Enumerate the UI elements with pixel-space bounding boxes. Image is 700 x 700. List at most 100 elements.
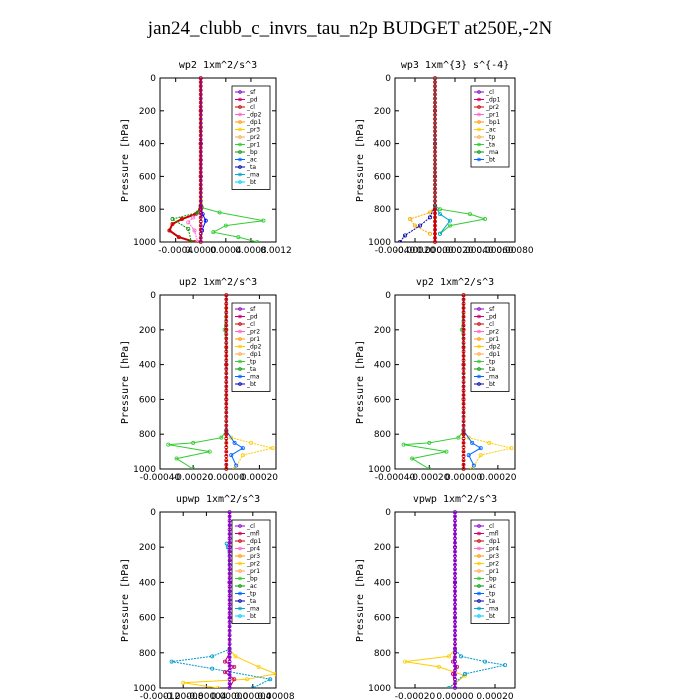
data-point [207, 449, 212, 454]
legend-label: _dp1 [485, 538, 501, 545]
legend-label: _tp [246, 359, 256, 366]
legend-marker [238, 150, 242, 154]
data-point [502, 663, 507, 668]
data-point [179, 217, 184, 222]
legend-box [231, 519, 271, 624]
zero-marker [433, 108, 437, 113]
data-point [410, 456, 415, 461]
y-tick-label: 600 [374, 614, 391, 624]
zero-marker [433, 76, 437, 80]
zero-marker [198, 108, 203, 113]
zero-marker [224, 436, 229, 441]
x-tick-label: 0.0004 [210, 246, 242, 256]
data-point [222, 659, 227, 664]
zero-marker [433, 178, 437, 183]
data-point [191, 215, 196, 220]
legend-label: _bt [246, 613, 257, 620]
zero-marker [433, 231, 437, 236]
legend-label: _dp1 [246, 119, 262, 126]
zero-marker [227, 589, 232, 594]
y-tick-label: 200 [139, 326, 156, 336]
zero-marker [227, 518, 232, 523]
y-axis-label: Pressure [hPa] [355, 558, 366, 642]
legend-marker [238, 97, 242, 102]
legend-marker [238, 142, 242, 147]
zero-marker [433, 96, 437, 101]
y-tick-label: 800 [139, 430, 156, 440]
legend-marker [477, 546, 481, 551]
zero-marker [433, 174, 437, 179]
data-point [412, 223, 417, 228]
zero-marker [198, 125, 203, 130]
legend-label: _mfl [246, 531, 260, 538]
legend-label: _pr1 [485, 336, 499, 343]
zero-marker [227, 540, 232, 545]
legend-marker [238, 314, 242, 319]
zero-marker [227, 659, 232, 664]
legend-label: _ta [485, 366, 495, 373]
zero-marker [433, 141, 437, 146]
data-point [240, 453, 245, 458]
zero-marker [433, 199, 437, 203]
y-tick-label: 600 [139, 172, 156, 182]
data-point [402, 233, 407, 238]
zero-marker [433, 240, 437, 244]
zero-marker [453, 545, 457, 550]
zero-marker [433, 235, 437, 240]
zero-marker [198, 166, 203, 171]
data-point [470, 467, 475, 469]
y-tick-label: 600 [139, 395, 156, 405]
legend-marker [477, 599, 481, 603]
zero-marker [198, 133, 203, 138]
zero-marker [433, 80, 437, 84]
legend-label: _pr1 [246, 142, 260, 149]
zero-marker [453, 646, 457, 651]
zero-marker [227, 642, 232, 646]
data-point [261, 218, 266, 223]
data-point [436, 664, 441, 669]
zero-marker [224, 358, 229, 363]
zero-marker [224, 445, 229, 450]
y-tick-label: 1000 [368, 684, 391, 694]
zero-marker [198, 170, 203, 175]
legend-marker [477, 322, 481, 326]
zero-marker [453, 576, 457, 580]
data-point [216, 686, 220, 688]
zero-marker [433, 223, 437, 228]
legend-label: _bt [246, 179, 257, 186]
zero-marker [433, 121, 437, 125]
legend-marker [477, 576, 481, 581]
zero-marker [433, 219, 437, 224]
zero-marker [198, 162, 203, 167]
zero-marker [198, 137, 203, 142]
legend-label: _tp [485, 591, 495, 598]
data-point [229, 453, 234, 458]
x-tick-label: 0.00020 [241, 473, 278, 483]
legend-label: _dp2 [485, 344, 501, 351]
zero-line-markers [224, 293, 229, 471]
legend-label: _ta [485, 142, 495, 149]
legend-label: _bp [485, 576, 497, 583]
zero-marker [433, 133, 437, 138]
y-tick-label: 800 [374, 430, 391, 440]
x-tick-label: -0.00020 [409, 473, 450, 483]
zero-marker [198, 153, 203, 158]
zero-marker [224, 384, 229, 389]
y-tick-label: 0 [150, 74, 156, 84]
zero-marker [224, 462, 229, 467]
zero-marker [453, 606, 457, 611]
x-tick-label: -0.00020 [395, 246, 436, 256]
x-tick-label: 0.00060 [476, 246, 513, 256]
legend-label: _dp1 [485, 97, 501, 104]
legend-marker [477, 105, 481, 109]
zero-marker [453, 562, 457, 567]
zero-marker [453, 536, 457, 541]
legend-label: _ac [485, 127, 496, 134]
legend-marker [477, 614, 481, 618]
zero-marker [453, 672, 457, 677]
panel-4: vp2 1xm^2/s^3 Pressure [hPa] 0 200 400 600 800… [355, 277, 517, 483]
zero-marker [433, 166, 437, 171]
legend-marker [477, 150, 481, 154]
data-point [229, 435, 234, 440]
zero-marker [224, 454, 229, 458]
